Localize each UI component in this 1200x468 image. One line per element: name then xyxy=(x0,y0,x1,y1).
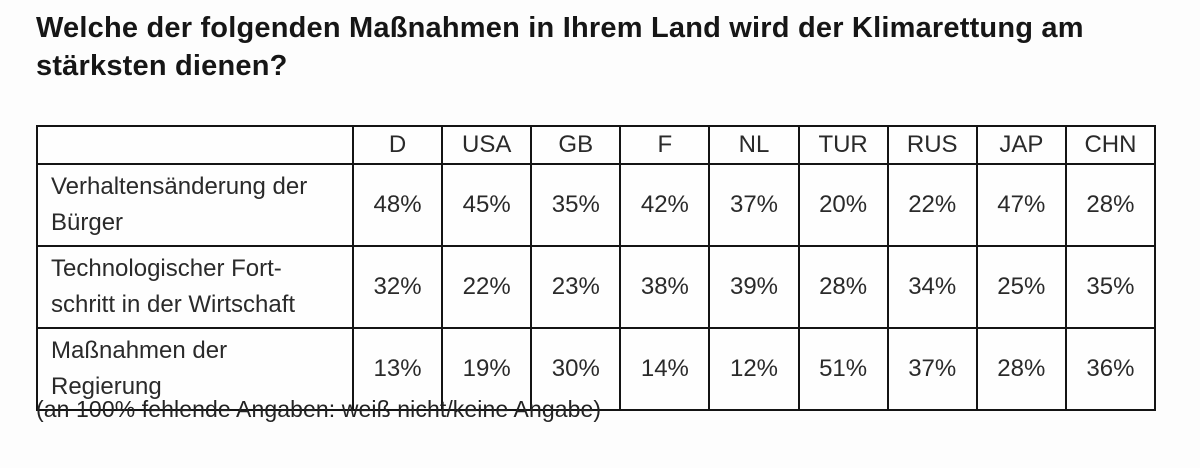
row-label-line: Maßnahmen der xyxy=(51,337,228,364)
row-label-line: Regierung xyxy=(51,373,162,400)
row-label-line: Verhaltensänderung der xyxy=(51,173,308,200)
survey-results-table: D USA GB F NL TUR RUS JAP CHN Verhaltens… xyxy=(36,125,1157,411)
col-header-jap: JAP xyxy=(975,125,1067,165)
col-header-chn: CHN xyxy=(1064,125,1157,165)
value-cell: 25% xyxy=(975,245,1067,329)
value-cell: 32% xyxy=(351,245,444,329)
value-cell: 22% xyxy=(886,163,978,247)
value-cell: 30% xyxy=(530,327,622,411)
value-cell: 47% xyxy=(975,163,1067,247)
table-row-verhaltensaenderung: Verhaltensänderung der Bürger 48% 45% 35… xyxy=(36,163,1157,247)
value-cell: 51% xyxy=(797,327,889,411)
row-label-technologischer-fortschritt: Technologischer Fort- schritt in der Wir… xyxy=(36,245,354,329)
value-cell: 35% xyxy=(530,163,622,247)
value-cell: 13% xyxy=(351,327,444,411)
row-label-verhaltensaenderung: Verhaltensänderung der Bürger xyxy=(36,163,354,247)
row-label-massnahmen-regierung: Maßnahmen der Regierung xyxy=(36,327,354,411)
value-cell: 28% xyxy=(797,245,889,329)
value-cell: 28% xyxy=(975,327,1067,411)
value-cell: 37% xyxy=(708,163,800,247)
col-header-usa: USA xyxy=(441,125,533,165)
col-header-f: F xyxy=(619,125,711,165)
table-row-massnahmen-regierung: Maßnahmen der Regierung 13% 19% 30% 14% … xyxy=(36,327,1157,411)
value-cell: 48% xyxy=(351,163,444,247)
value-cell: 20% xyxy=(797,163,889,247)
question-title: Welche der folgenden Maßnahmen in Ihrem … xyxy=(36,12,1084,82)
value-cell: 39% xyxy=(708,245,800,329)
table-header-row: D USA GB F NL TUR RUS JAP CHN xyxy=(36,125,1157,165)
footnote: (an 100% fehlende Angaben: weiß nicht/ke… xyxy=(36,396,602,422)
row-label-line: Bürger xyxy=(51,209,124,236)
value-cell: 28% xyxy=(1064,163,1157,247)
value-cell: 23% xyxy=(530,245,622,329)
value-cell: 37% xyxy=(886,327,978,411)
col-header-nl: NL xyxy=(708,125,800,165)
col-header-d: D xyxy=(351,125,444,165)
row-label-line: Technologischer Fort- xyxy=(51,255,282,282)
row-label-header-empty xyxy=(36,125,354,165)
value-cell: 22% xyxy=(441,245,533,329)
table-row-technologischer-fortschritt: Technologischer Fort- schritt in der Wir… xyxy=(36,245,1157,329)
value-cell: 35% xyxy=(1064,245,1157,329)
value-cell: 38% xyxy=(619,245,711,329)
value-cell: 34% xyxy=(886,245,978,329)
value-cell: 14% xyxy=(619,327,711,411)
row-label-line: schritt in der Wirtschaft xyxy=(51,291,296,318)
value-cell: 36% xyxy=(1064,327,1157,411)
value-cell: 12% xyxy=(708,327,800,411)
col-header-rus: RUS xyxy=(886,125,978,165)
col-header-gb: GB xyxy=(530,125,622,165)
value-cell: 45% xyxy=(441,163,533,247)
value-cell: 42% xyxy=(619,163,711,247)
value-cell: 19% xyxy=(441,327,533,411)
col-header-tur: TUR xyxy=(797,125,889,165)
